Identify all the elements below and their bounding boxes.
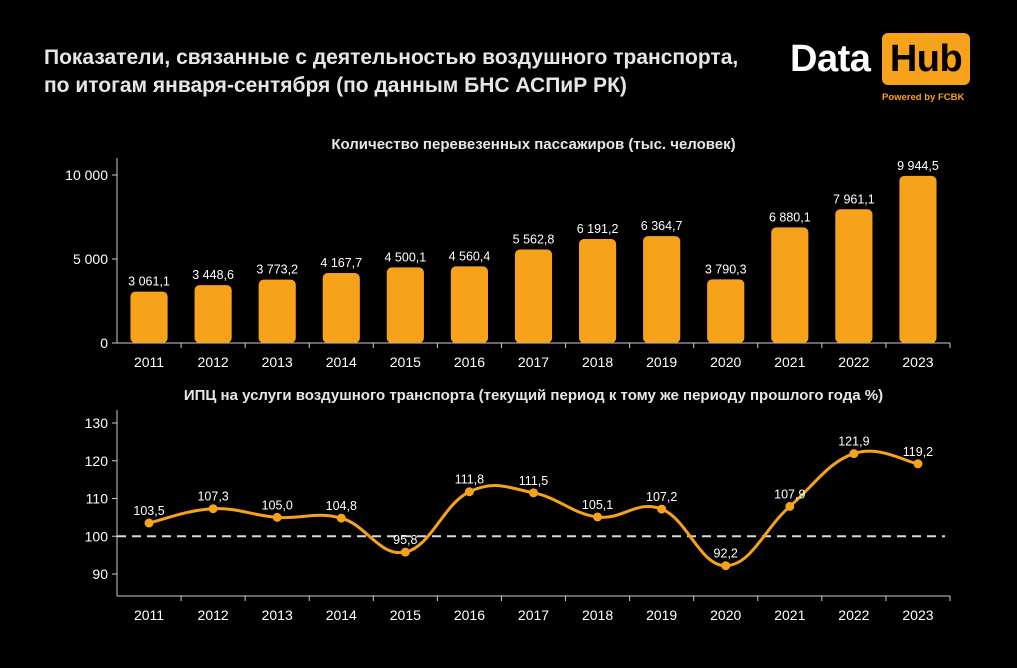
cpi-value-label: 119,2 [903,445,933,459]
line-y-tick-label: 120 [85,453,109,469]
cpi-value-label: 111,5 [519,474,548,488]
logo-powered-text: Powered by FCBK [882,92,965,103]
passengers-bar-chart: Количество перевезенных пассажиров (тыс.… [65,136,951,370]
bar-2016 [450,266,489,343]
cpi-value-label: 107,9 [774,487,805,501]
bar-value-label: 3 790,3 [705,262,747,276]
line-y-tick-label: 110 [86,491,109,507]
line-chart-title: ИПЦ на услуги воздушного транспорта (тек… [184,387,883,404]
cpi-point-2011 [144,518,154,528]
bar-value-label: 3 448,6 [192,268,234,282]
line-x-tick-label: 2021 [774,607,805,623]
cpi-value-label: 104,8 [326,499,357,513]
cpi-point-2015 [400,547,410,557]
bar-x-tick-label: 2012 [198,354,229,370]
cpi-point-2020 [721,561,731,571]
line-x-tick-label: 2019 [646,607,677,623]
cpi-point-2019 [657,504,667,514]
bar-2015 [386,267,424,343]
line-y-tick-label: 130 [85,415,109,431]
bar-y-tick-label: 5 000 [73,251,108,267]
bar-chart-title: Количество перевезенных пассажиров (тыс.… [331,136,735,153]
bar-2022 [835,209,873,343]
line-x-tick-label: 2014 [326,607,357,623]
line-x-tick-label: 2012 [198,607,229,623]
page-title-line-1: Показатели, связанные с деятельностью во… [44,46,739,69]
bar-2019 [643,236,681,343]
line-x-tick-label: 2020 [710,607,741,623]
bar-2021 [771,227,809,343]
bar-value-label: 6 880,1 [769,210,811,224]
bar-x-tick-label: 2014 [326,354,357,370]
bar-2012 [194,285,232,343]
cpi-value-label: 95,8 [393,533,417,547]
line-x-tick-label: 2018 [582,607,613,623]
page-title: Показатели, связанные с деятельностью во… [44,44,784,100]
line-x-tick-label: 2023 [902,607,933,623]
logo-hub-text: Hub [889,38,963,80]
cpi-line-chart: ИПЦ на услуги воздушного транспорта (тек… [85,387,951,623]
bar-value-label: 4 500,1 [384,250,426,264]
bar-x-tick-label: 2013 [262,354,293,370]
cpi-point-2021 [785,501,795,511]
bar-2013 [258,279,296,343]
cpi-value-label: 105,1 [582,498,613,512]
cpi-point-2016 [464,487,474,497]
line-x-tick-label: 2011 [134,607,164,623]
bar-value-label: 3 061,1 [128,275,170,289]
cpi-value-label: 103,5 [133,504,164,518]
bar-y-tick-label: 0 [100,335,108,351]
bar-x-tick-label: 2022 [838,354,869,370]
bar-x-tick-label: 2018 [582,354,613,370]
bar-value-label: 4 560,4 [449,249,491,263]
bar-2014 [322,272,360,343]
line-y-tick-label: 90 [92,566,108,582]
bar-2018 [578,238,617,343]
bar-x-tick-label: 2020 [710,354,741,370]
line-y-tick-label: 100 [85,528,109,544]
bar-value-label: 9 944,5 [897,159,939,173]
cpi-point-2014 [336,513,346,523]
cpi-point-2012 [208,504,218,514]
cpi-point-2013 [272,512,282,522]
cpi-point-2017 [529,488,538,498]
bar-value-label: 4 167,7 [320,256,362,270]
page-title-line-2: по итогам января-сентября (по данным БНС… [44,74,627,97]
cpi-value-label: 92,2 [714,547,738,561]
datahub-logo: Data Hub Powered by FCBK [790,30,975,110]
cpi-point-2018 [593,512,603,522]
bar-y-tick-label: 10 000 [65,167,108,183]
bar-x-tick-label: 2017 [518,354,549,370]
line-x-tick-label: 2015 [390,607,421,623]
bar-x-tick-label: 2015 [390,354,421,370]
cpi-point-2022 [849,449,859,459]
bar-2011 [130,291,168,343]
bar-2017 [514,249,553,343]
bar-x-tick-label: 2011 [134,354,164,370]
bar-value-label: 5 562,8 [513,233,555,247]
line-x-tick-label: 2022 [838,607,869,623]
cpi-value-label: 107,2 [646,490,677,504]
bar-value-label: 7 961,1 [833,192,875,206]
cpi-value-label: 111,8 [455,473,484,487]
bar-x-tick-label: 2023 [902,354,933,370]
cpi-point-2023 [913,459,923,469]
line-x-tick-label: 2017 [518,607,549,623]
bar-value-label: 6 364,7 [641,219,683,233]
bar-value-label: 3 773,2 [256,263,298,277]
line-x-tick-label: 2016 [454,607,485,623]
logo-hub-badge: Hub [882,33,970,85]
bar-2020 [707,279,745,343]
bar-2023 [899,175,937,343]
bar-value-label: 6 191,2 [577,222,619,236]
line-x-tick-label: 2013 [262,607,293,623]
logo-data-text: Data [790,38,871,80]
cpi-value-label: 105,0 [262,498,293,512]
bar-x-tick-label: 2016 [454,354,485,370]
cpi-value-label: 121,9 [838,435,869,449]
bar-x-tick-label: 2019 [646,354,677,370]
bar-x-tick-label: 2021 [774,354,805,370]
cpi-value-label: 107,3 [197,490,228,504]
